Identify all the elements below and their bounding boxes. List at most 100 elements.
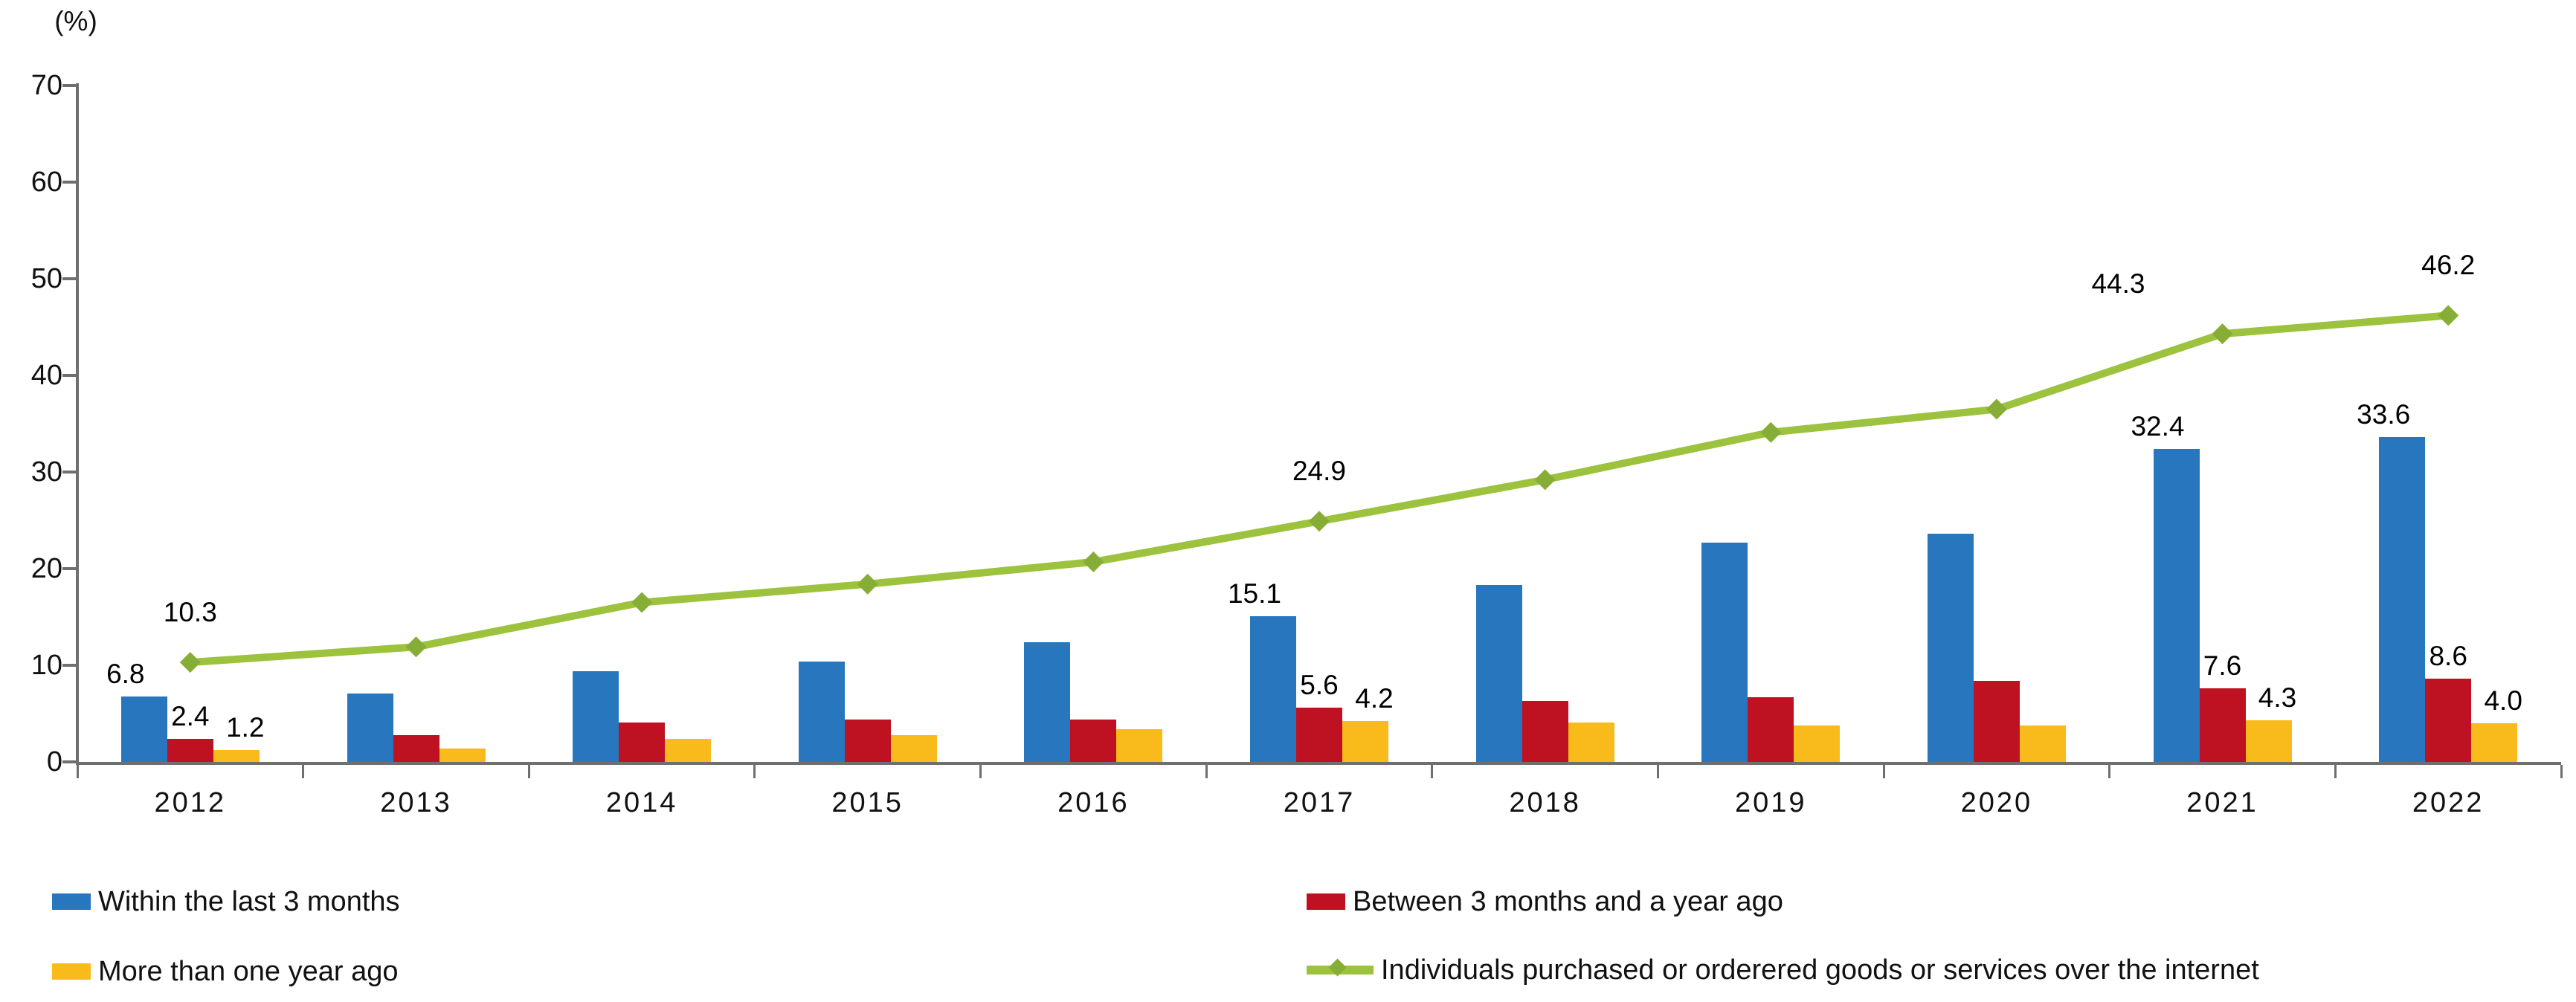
y-axis-tick-label: 70 <box>30 70 62 101</box>
x-axis-year-label: 2021 <box>2186 787 2258 818</box>
bar-value-label: 4.0 <box>2484 685 2522 716</box>
bar-value-label: 4.2 <box>1355 683 1394 714</box>
y-axis-line <box>76 83 79 765</box>
bar-between-3-months-and-a-year-ago-2012 <box>167 738 213 762</box>
bar-more-than-one-year-ago-2021 <box>2245 720 2292 762</box>
y-axis-unit-label: (%) <box>54 6 97 36</box>
x-axis-year-label: 2012 <box>154 787 227 818</box>
legend-label: More than one year ago <box>98 955 399 987</box>
bar-more-than-one-year-ago-2020 <box>2019 725 2066 762</box>
x-axis-tick <box>76 765 79 778</box>
orange-bar-swatch-icon <box>52 963 91 980</box>
bar-between-3-months-and-a-year-ago-2019 <box>1748 696 1794 762</box>
x-axis-year-label: 2022 <box>2412 787 2485 818</box>
bar-within-the-last-3-months-2015 <box>798 661 845 762</box>
line-marker-2018 <box>1534 469 1556 491</box>
bar-between-3-months-and-a-year-ago-2013 <box>393 734 439 762</box>
bar-value-label: 5.6 <box>1300 670 1339 701</box>
bar-value-label: 2.4 <box>171 700 210 731</box>
x-axis-tick <box>1205 765 1208 778</box>
legend-label: Within the last 3 months <box>98 885 400 917</box>
bar-value-label: 4.3 <box>2258 682 2297 714</box>
x-axis-year-label: 2020 <box>1960 787 2033 818</box>
blue-bar-swatch-icon <box>52 893 91 910</box>
legend-item-more-than-one-year-ago: More than one year ago <box>52 954 399 989</box>
y-axis-tick <box>62 471 77 473</box>
legend-label: Between 3 months and a year ago <box>1353 885 1783 917</box>
bar-value-label: 1.2 <box>226 712 265 743</box>
legend-item-between-3-months-and-year: Between 3 months and a year ago <box>1307 885 1783 919</box>
bar-between-3-months-and-a-year-ago-2018 <box>1522 701 1568 762</box>
y-axis-tick <box>62 567 77 570</box>
y-axis-tick <box>62 664 77 667</box>
red-bar-swatch-icon <box>1307 893 1345 910</box>
bar-within-the-last-3-months-2016 <box>1024 641 1071 762</box>
y-axis-tick-label: 40 <box>30 360 62 391</box>
bar-more-than-one-year-ago-2016 <box>1116 728 1163 762</box>
legend-item-individuals-purchased-line: Individuals purchased or orderered goods… <box>1307 953 2259 987</box>
x-axis-tick <box>1431 765 1434 778</box>
line-marker-2016 <box>1083 551 1104 572</box>
y-axis-tick <box>62 181 77 184</box>
bar-within-the-last-3-months-2020 <box>1927 534 1974 762</box>
line-marker-2022 <box>2438 305 2459 326</box>
y-axis-tick-label: 10 <box>30 650 62 681</box>
legend-item-within-last-3-months: Within the last 3 months <box>52 885 400 919</box>
bar-value-label: 33.6 <box>2357 399 2411 430</box>
y-axis-tick-label: 0 <box>46 746 62 778</box>
x-axis-year-label: 2015 <box>831 787 904 818</box>
bar-value-label: 6.8 <box>106 658 145 689</box>
trend-line <box>190 311 2449 667</box>
x-axis-year-label: 2013 <box>380 787 452 818</box>
x-axis-line <box>76 762 2561 765</box>
line-value-label: 24.9 <box>1292 456 1346 487</box>
bar-between-3-months-and-a-year-ago-2015 <box>844 719 891 762</box>
x-axis-year-label: 2017 <box>1283 787 1356 818</box>
line-marker-2020 <box>1986 398 2007 420</box>
bar-more-than-one-year-ago-2019 <box>1794 725 1841 762</box>
bar-more-than-one-year-ago-2014 <box>665 738 712 762</box>
bar-more-than-one-year-ago-2012 <box>213 750 260 762</box>
line-marker-2015 <box>857 573 878 595</box>
bar-more-than-one-year-ago-2017 <box>1342 721 1388 762</box>
bar-value-label: 15.1 <box>1227 578 1281 609</box>
line-marker-2017 <box>1309 511 1330 532</box>
y-axis-tick <box>62 760 77 763</box>
line-value-label: 44.3 <box>2091 268 2145 300</box>
bar-within-the-last-3-months-2019 <box>1701 542 1748 762</box>
x-axis-tick <box>1882 765 1885 778</box>
bar-between-3-months-and-a-year-ago-2020 <box>1973 680 2020 762</box>
line-marker-2013 <box>405 636 427 658</box>
bar-value-label: 32.4 <box>2131 410 2185 442</box>
y-axis-tick-label: 20 <box>30 553 62 584</box>
bar-between-3-months-and-a-year-ago-2017 <box>1296 708 1342 762</box>
line-marker-2019 <box>1760 421 1782 443</box>
x-axis-tick <box>753 765 756 778</box>
legend-label: Individuals purchased or orderered goods… <box>1381 954 2259 986</box>
y-axis-tick-label: 50 <box>30 263 62 294</box>
bar-between-3-months-and-a-year-ago-2016 <box>1070 719 1117 762</box>
bar-within-the-last-3-months-2012 <box>120 696 167 762</box>
y-axis-tick-label: 30 <box>30 456 62 488</box>
bar-value-label: 7.6 <box>2203 650 2242 682</box>
bar-within-the-last-3-months-2018 <box>1475 585 1522 762</box>
bar-within-the-last-3-months-2014 <box>573 670 619 762</box>
x-axis-tick <box>2560 765 2563 778</box>
bar-within-the-last-3-months-2021 <box>2153 448 2200 762</box>
bar-within-the-last-3-months-2013 <box>347 693 393 762</box>
y-axis-tick <box>62 374 77 377</box>
x-axis-tick <box>2108 765 2111 778</box>
x-axis-year-label: 2014 <box>605 787 678 818</box>
x-axis-tick <box>527 765 530 778</box>
line-marker-2021 <box>2212 323 2233 345</box>
x-axis-tick <box>302 765 305 778</box>
bar-more-than-one-year-ago-2022 <box>2471 723 2518 762</box>
bar-between-3-months-and-a-year-ago-2014 <box>619 722 666 762</box>
x-axis-year-label: 2018 <box>1509 787 1581 818</box>
diamond-marker-icon <box>1328 958 1347 977</box>
line-marker-2014 <box>631 592 653 613</box>
x-axis-tick <box>1657 765 1659 778</box>
y-axis-tick <box>62 277 77 280</box>
